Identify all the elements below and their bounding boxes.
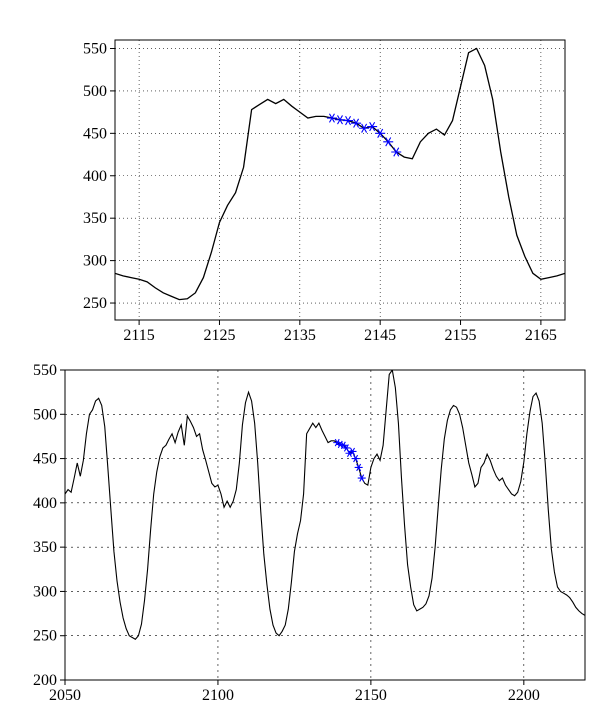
bottom-chart-ytick-label: 350 [33,539,57,556]
bottom-chart-ytick-label: 500 [33,406,57,423]
bottom-chart-ytick-label: 550 [33,362,57,379]
top-chart-xtick-label: 2135 [284,327,316,344]
top-chart-ytick-label: 550 [83,40,107,57]
bottom-chart-plot-bg [65,370,585,680]
bottom-chart-ytick-label: 400 [33,495,57,512]
top-chart-ytick-label: 500 [83,83,107,100]
top-chart-ytick-label: 300 [83,253,107,270]
top-chart-plot-bg [115,40,565,320]
figure-container: 2115 2125 2135 2145 2155 2165 250 300 350 400 450 5… [10,10,600,710]
top-chart-ytick-label: 350 [83,210,107,227]
top-chart-xtick-label: 2125 [203,327,235,344]
bottom-chart-xtick-label: 2200 [508,687,540,704]
bottom-chart-ytick-label: 250 [33,628,57,645]
top-chart-ytick-label: 400 [83,168,107,185]
top-chart-xtick-label: 2155 [445,327,477,344]
top-chart-xtick-label: 2115 [123,327,154,344]
bottom-chart-xtick-label: 2150 [355,687,387,704]
charts-svg: 2115 2125 2135 2145 2155 2165 250 300 350 400 450 5… [10,10,610,710]
top-chart-xtick-label: 2165 [525,327,557,344]
top-chart-ytick-label: 450 [83,125,107,142]
bottom-chart-ytick-label: 200 [33,672,57,689]
bottom-chart-ytick-label: 300 [33,583,57,600]
bottom-chart-ytick-label: 450 [33,451,57,468]
top-chart-ytick-label: 250 [83,295,107,312]
bottom-chart-xtick-label: 2050 [49,687,81,704]
bottom-chart-xtick-label: 2100 [202,687,234,704]
top-chart-xtick-label: 2145 [364,327,396,344]
